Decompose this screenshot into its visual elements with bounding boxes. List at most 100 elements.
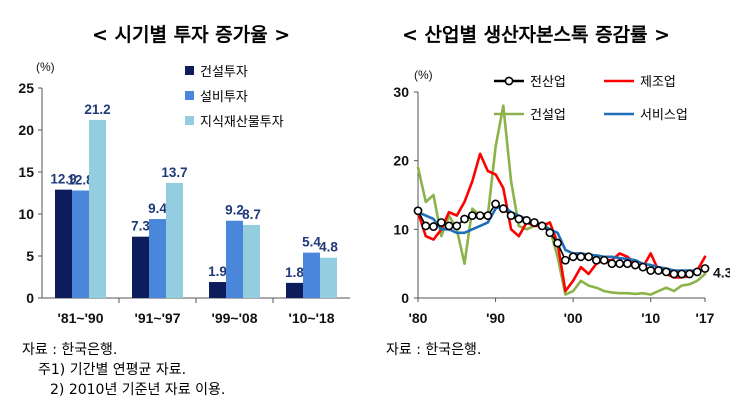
bar-data-label: 13.7	[161, 165, 187, 180]
all-industry-marker	[700, 264, 710, 273]
all-industry-marker	[413, 206, 423, 216]
all-industry-marker	[537, 221, 547, 231]
right-x-tick-label: '80	[409, 310, 428, 326]
left-legend-swatch-3	[185, 116, 194, 125]
all-industry-marker	[553, 238, 563, 248]
right-y-tick-label: 30	[393, 84, 409, 100]
all-industry-marker	[677, 269, 687, 279]
right-x-tick-label: '10	[641, 310, 660, 326]
left-y-tick-label: 5	[26, 248, 34, 264]
all-industry-marker	[630, 260, 640, 270]
bar-3-2	[166, 182, 183, 298]
right-legend-marker	[504, 76, 514, 86]
right-legend-label-3: 건설업	[530, 108, 566, 123]
left-y-tick-label: 15	[18, 164, 34, 180]
left-legend-label-1: 건설투자	[200, 65, 248, 80]
investment-growth-bar-chart: (%) 0 5 10 15 20 25 12.912.8 21.2 '81~'90 7.3 9.4 1…	[18, 60, 350, 326]
bar-1-1	[55, 189, 72, 298]
bar-data-label: 5.4	[302, 235, 321, 250]
bar-3-1	[89, 119, 106, 298]
left-y-tick-label: 0	[26, 290, 34, 306]
bar-data-label: 7.3	[131, 219, 150, 234]
bar-data-label: 12.9	[50, 172, 76, 187]
all-industry-marker	[436, 218, 446, 227]
bar-data-label: 8.7	[242, 207, 261, 222]
all-industry-marker	[592, 255, 601, 265]
all-industry-marker	[498, 204, 508, 214]
all-industry-marker	[421, 221, 431, 231]
all-industry-marker	[607, 259, 617, 269]
all-industry-marker	[529, 218, 539, 227]
left-source-note: 자료 : 한국은행.	[22, 342, 118, 358]
all-industry-marker	[429, 222, 438, 231]
right-source-note: 자료 : 한국은행.	[386, 342, 482, 358]
right-x-tick-label: '17	[696, 310, 715, 326]
bar-data-label: 9.4	[148, 201, 167, 216]
all-industry-marker	[483, 211, 493, 220]
right-x-tick-label: '00	[564, 310, 583, 326]
left-y-tick-label: 20	[18, 122, 34, 138]
bar-1-3	[209, 282, 226, 298]
all-industry-marker	[522, 216, 531, 225]
bar-2-3	[226, 220, 243, 298]
left-chart-title: < 시기별 투자 증가율 >	[92, 24, 291, 46]
left-x-tick-label: '99~'08	[212, 310, 258, 326]
right-legend-label-2: 제조업	[640, 75, 676, 90]
left-legend-label-3: 지식재산물투자	[200, 115, 284, 130]
bar-1-2	[132, 236, 149, 298]
left-x-tick-label: '81~'90	[58, 310, 104, 326]
left-legend-swatch-2	[185, 91, 194, 100]
right-unit-label: (%)	[414, 68, 433, 82]
right-legend-label-1: 전산업	[530, 75, 566, 90]
right-y-tick-label: 20	[393, 153, 409, 169]
all-industry-marker	[475, 211, 485, 220]
all-industry-marker	[576, 252, 586, 262]
bar-data-label: 1.9	[208, 264, 227, 279]
left-x-tick-label: '10~'18	[289, 310, 335, 326]
right-x-tick-label: '90	[486, 310, 505, 326]
all-industry-marker	[661, 267, 671, 277]
all-industry-marker	[467, 211, 477, 220]
bar-data-label: 9.2	[225, 203, 244, 218]
right-y-tick-label: 0	[401, 290, 409, 306]
all-industry-marker	[568, 252, 578, 262]
all-industry-marker	[654, 266, 663, 275]
all-industry-marker	[452, 221, 462, 231]
bar-data-label: 12.8	[67, 172, 94, 187]
all-industry-marker	[685, 269, 694, 279]
all-industry-marker	[584, 252, 594, 262]
all-industry-marker	[560, 255, 570, 265]
bar-data-label: 1.8	[285, 265, 304, 280]
bar-1-4	[286, 282, 303, 298]
bar-data-label: 21.2	[84, 102, 110, 117]
left-unit-label: (%)	[36, 60, 55, 74]
all-industry-marker	[623, 259, 632, 269]
left-footnote-2: 2) 2010년 기준년 자료 이용.	[50, 382, 226, 398]
all-industry-marker	[545, 228, 555, 238]
all-industry-marker	[460, 214, 469, 224]
left-y-tick-label: 25	[18, 80, 34, 96]
all-industry-marker	[444, 221, 454, 231]
all-industry-marker	[491, 199, 500, 209]
right-legend-label-4: 서비스업	[640, 108, 688, 123]
left-legend-swatch-1	[185, 66, 194, 75]
right-y-tick-label: 10	[393, 221, 409, 237]
left-x-tick-label: '91~'97	[135, 310, 181, 326]
left-footnote-1: 주1) 기간별 연평균 자료.	[38, 362, 187, 378]
all-industry-marker	[669, 269, 679, 279]
all-industry-marker	[599, 255, 609, 265]
left-legend-label-2: 설비투자	[200, 90, 248, 105]
right-chart-title: < 산업별 생산자본스톡 증감률 >	[402, 24, 671, 46]
all-industry-marker	[506, 211, 516, 220]
bar-2-2	[149, 219, 166, 298]
all-industry-end-label: 4.3	[713, 264, 730, 280]
all-industry-marker	[514, 214, 524, 224]
bar-2-4	[303, 252, 320, 298]
all-industry-marker	[615, 259, 625, 269]
series-line-3	[416, 104, 707, 296]
all-industry-marker	[646, 266, 656, 275]
all-industry-marker	[638, 262, 648, 272]
bar-3-3	[243, 224, 260, 298]
bar-2-1	[72, 190, 89, 298]
